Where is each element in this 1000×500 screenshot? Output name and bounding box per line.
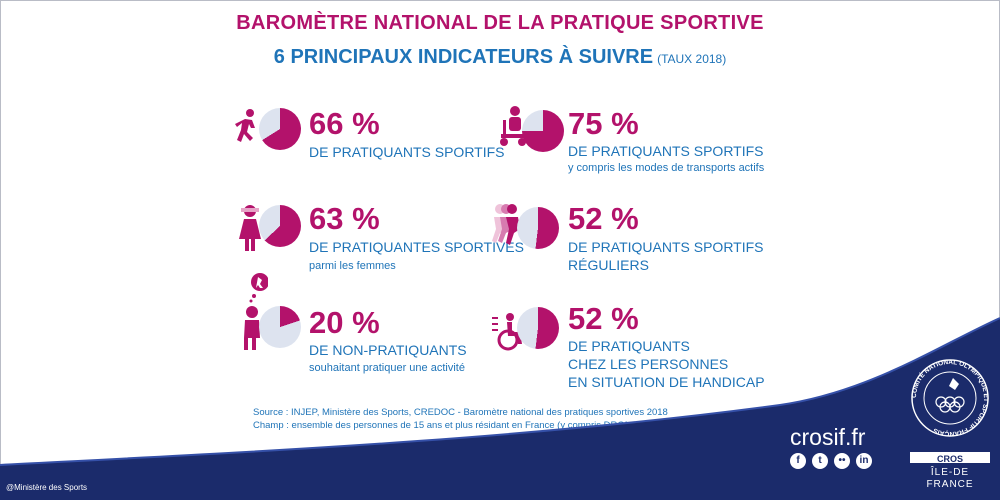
runner-motion-icon: [492, 204, 520, 245]
indicator-value-2: 75 %: [568, 106, 639, 141]
indicator-label-3: DE PRATIQUANTES SPORTIVES: [309, 239, 524, 255]
indicator-value-1: 66 %: [309, 106, 380, 141]
indicator-value-6: 52 %: [568, 301, 639, 336]
site-link[interactable]: crosif.fr: [790, 424, 866, 450]
indicator-label-1: DE PRATIQUANTS SPORTIFS: [309, 144, 505, 160]
source-line: Source : INJEP, Ministère des Sports, CR…: [253, 407, 668, 418]
logo-region: ÎLE-DE FRANCE: [903, 467, 997, 491]
indicator-label-2: DE PRATIQUANTS SPORTIFS: [568, 143, 764, 159]
indicator-label-4-line2: RÉGULIERS: [568, 257, 649, 273]
facebook-icon[interactable]: f: [790, 453, 806, 469]
subtitle-text: 6 PRINCIPAUX INDICATEURS À SUIVRE: [273, 46, 654, 68]
indicator-label-6-line1: DE PRATIQUANTS: [568, 338, 690, 354]
credit-text: @Ministère des Sports: [6, 483, 88, 492]
scope-line: Champ : ensemble des personnes de 15 ans…: [253, 420, 636, 431]
subtitle-year: (TAUX 2018): [657, 52, 727, 66]
source-note: Source : INJEP, Ministère des Sports, CR…: [253, 406, 668, 432]
linkedin-icon[interactable]: in: [856, 453, 872, 469]
pie-chart-3: [259, 205, 301, 247]
indicator-value-3: 63 %: [309, 201, 380, 236]
indicator-label-4-line1: DE PRATIQUANTS SPORTIFS: [568, 239, 764, 255]
indicator-sub-3: parmi les femmes: [309, 260, 396, 272]
pie-chart-5: [259, 306, 301, 348]
logo-region-line1: ÎLE-DE: [930, 467, 970, 478]
indicator-label-5: DE NON-PRATIQUANTS: [309, 342, 467, 358]
scooter-icon: [500, 106, 526, 146]
indicator-sub-2: y compris les modes de transports actifs: [568, 162, 765, 174]
twitter-icon[interactable]: t: [812, 453, 828, 469]
logo-region-line2: FRANCE: [926, 479, 974, 490]
cros-bar: [910, 452, 990, 463]
pie-chart-4: [517, 207, 559, 249]
runner-icon: [235, 109, 255, 142]
indicator-label-6-line3: EN SITUATION DE HANDICAP: [568, 374, 765, 390]
indicator-value-5: 20 %: [309, 305, 380, 340]
subtitle: 6 PRINCIPAUX INDICATEURS À SUIVRE (TAUX 2…: [0, 46, 1000, 69]
flickr-icon[interactable]: ••: [834, 453, 850, 469]
pie-chart-2: [522, 110, 564, 152]
logo-cros: CROS: [936, 454, 963, 464]
indicator-value-4: 52 %: [568, 201, 639, 236]
cros-logo: COMITÉ NATIONAL OLYMPIQUE ET SPORTIF FRA…: [911, 359, 989, 437]
woman-icon: [239, 205, 261, 251]
pie-chart-1: [259, 108, 301, 150]
indicator-sub-5: souhaitant pratiquer une activité: [309, 362, 465, 374]
main-title: BAROMÈTRE NATIONAL DE LA PRATIQUE SPORTI…: [236, 12, 764, 34]
indicator-label-6-line2: CHEZ LES PERSONNES: [568, 356, 729, 372]
pie-chart-6: [517, 307, 559, 349]
